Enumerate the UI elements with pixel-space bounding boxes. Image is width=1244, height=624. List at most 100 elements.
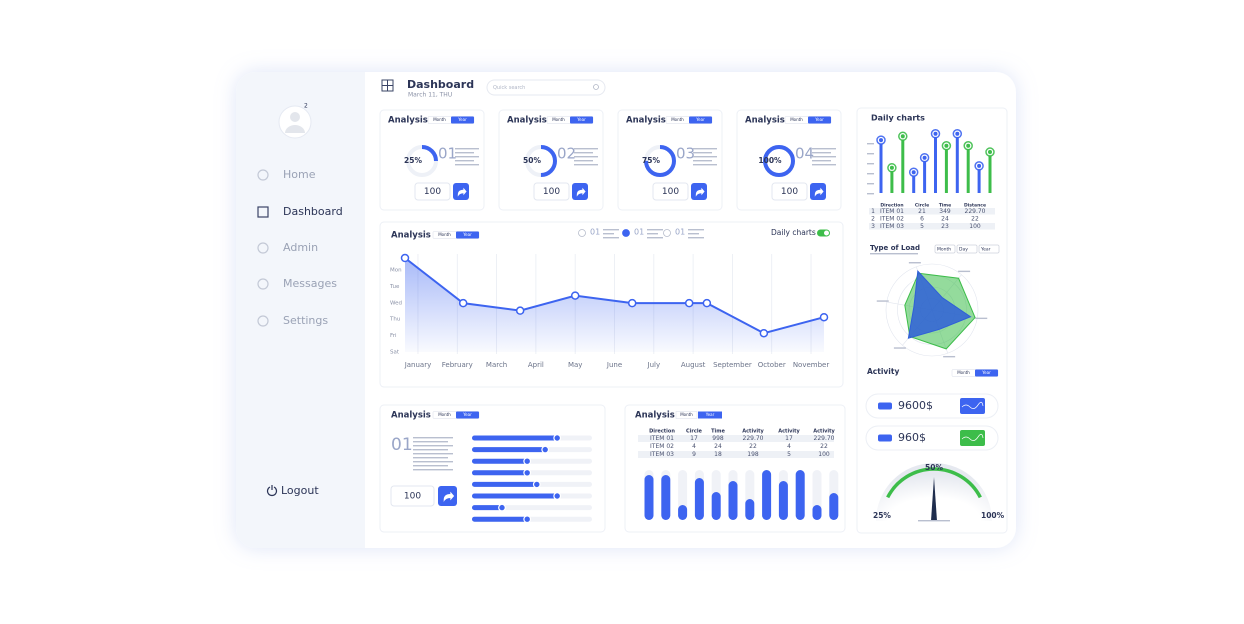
arrow-icon xyxy=(695,187,705,197)
x-tick-label: April xyxy=(528,361,544,369)
toggle-month[interactable]: Month xyxy=(438,412,451,417)
text-placeholder xyxy=(647,233,658,235)
table-cell: 24 xyxy=(941,216,949,223)
table-cell: 17 xyxy=(785,435,793,442)
value: 100 xyxy=(404,492,421,502)
toggle-month[interactable]: Month xyxy=(957,370,970,375)
text-placeholder xyxy=(693,164,717,166)
y-tick-placeholder xyxy=(867,183,874,185)
value-box xyxy=(652,182,689,201)
nav-icon xyxy=(257,206,269,218)
toggle-year[interactable]: Year xyxy=(576,117,586,122)
nav-item[interactable]: Messages xyxy=(283,277,337,290)
table-cell: ITEM 02 xyxy=(880,216,904,223)
dropdown[interactable] xyxy=(956,244,978,254)
progress-knob xyxy=(553,434,562,442)
text-placeholder xyxy=(812,156,836,158)
nav-item[interactable]: Settings xyxy=(283,314,328,327)
toggle-year[interactable]: Year xyxy=(462,412,472,417)
toggle-active[interactable] xyxy=(456,411,479,419)
toggle-month[interactable]: Month xyxy=(671,117,684,122)
bar xyxy=(762,470,772,520)
activity-spark xyxy=(960,430,985,446)
tab-active[interactable] xyxy=(698,411,722,419)
dropdown[interactable] xyxy=(934,244,956,254)
tab-label[interactable]: Year xyxy=(705,412,715,417)
toggle-active[interactable] xyxy=(808,116,831,124)
toggle-active[interactable] xyxy=(451,116,474,124)
tab-label[interactable]: Month xyxy=(680,412,693,417)
text-placeholder xyxy=(693,152,712,154)
toggle-month[interactable]: Month xyxy=(438,232,451,237)
activity-amount: 960$ xyxy=(898,431,926,444)
progress-bar xyxy=(472,516,528,522)
toggle-year[interactable]: Year xyxy=(814,117,824,122)
text-placeholder xyxy=(688,229,704,231)
legend-label: 01 xyxy=(634,228,644,237)
dropdown-label[interactable]: Day xyxy=(959,247,968,253)
legend-radio[interactable] xyxy=(578,229,586,237)
progress-bar xyxy=(472,505,502,511)
toggle-active[interactable] xyxy=(689,116,712,124)
nav-item[interactable]: Home xyxy=(283,168,316,181)
table-cell: 1 xyxy=(871,208,875,215)
toggle-month[interactable]: Month xyxy=(552,117,565,122)
progress-bar xyxy=(472,493,558,499)
stick-dot xyxy=(966,143,971,148)
dropdown-label[interactable]: Year xyxy=(980,247,991,253)
card xyxy=(379,404,606,533)
tab[interactable] xyxy=(675,411,698,419)
gauge-label: 50% xyxy=(925,463,943,472)
table-cell: 229.70 xyxy=(743,435,764,442)
table-cell: ITEM 01 xyxy=(650,435,674,442)
x-tick-label: March xyxy=(486,361,507,369)
toggle-year[interactable]: Year xyxy=(695,117,705,122)
bar xyxy=(711,492,721,520)
table-header: Time xyxy=(711,429,725,435)
text-placeholder xyxy=(870,253,918,255)
nav-item[interactable]: Dashboard xyxy=(283,205,343,218)
text-placeholder xyxy=(413,445,453,447)
value: 100 xyxy=(543,187,560,197)
toggle-year[interactable]: Year xyxy=(462,232,472,237)
point xyxy=(515,306,525,315)
table-header: Activity xyxy=(778,429,800,435)
search-icon xyxy=(593,84,599,90)
table-cell: 6 xyxy=(920,216,924,223)
legend-radio[interactable] xyxy=(663,229,671,237)
toggle-active[interactable] xyxy=(975,369,998,377)
toggle-month[interactable]: Month xyxy=(790,117,803,122)
x-tick-label: November xyxy=(793,361,830,369)
arrow-icon xyxy=(814,187,824,197)
dropdown[interactable] xyxy=(978,244,1000,254)
gauge-caption xyxy=(918,520,950,522)
nav-icon xyxy=(257,242,269,254)
donut-label: 25% xyxy=(404,156,422,165)
table-header: Circle xyxy=(686,429,703,435)
y-tick-label: Tue xyxy=(389,284,400,290)
table-header: Time xyxy=(939,203,951,209)
text-placeholder xyxy=(574,160,593,162)
value: 100 xyxy=(424,187,441,197)
y-tick-placeholder xyxy=(867,163,874,165)
donut-arc xyxy=(525,145,557,177)
toggle-month[interactable]: Month xyxy=(433,117,446,122)
stick-dot xyxy=(911,170,916,175)
toggle-active[interactable] xyxy=(456,231,479,239)
avatar-body xyxy=(285,125,305,133)
toggle-year[interactable]: Year xyxy=(457,117,467,122)
nav-item[interactable]: Admin xyxy=(283,241,318,254)
search-box[interactable] xyxy=(486,79,606,96)
y-tick-placeholder xyxy=(867,143,874,145)
arrow-icon xyxy=(457,187,467,197)
activity-amount: 9600$ xyxy=(898,399,933,412)
toggle-active[interactable] xyxy=(570,116,593,124)
dropdown-label[interactable]: Month xyxy=(937,247,951,253)
legend-label: 01 xyxy=(590,228,600,237)
radar-label-placeholder xyxy=(958,270,971,273)
legend-radio[interactable] xyxy=(622,229,630,237)
toggle-year[interactable]: Year xyxy=(981,370,991,375)
logout[interactable]: Logout xyxy=(281,484,319,497)
table-cell: 100 xyxy=(969,223,981,230)
activity-spark xyxy=(960,398,985,414)
